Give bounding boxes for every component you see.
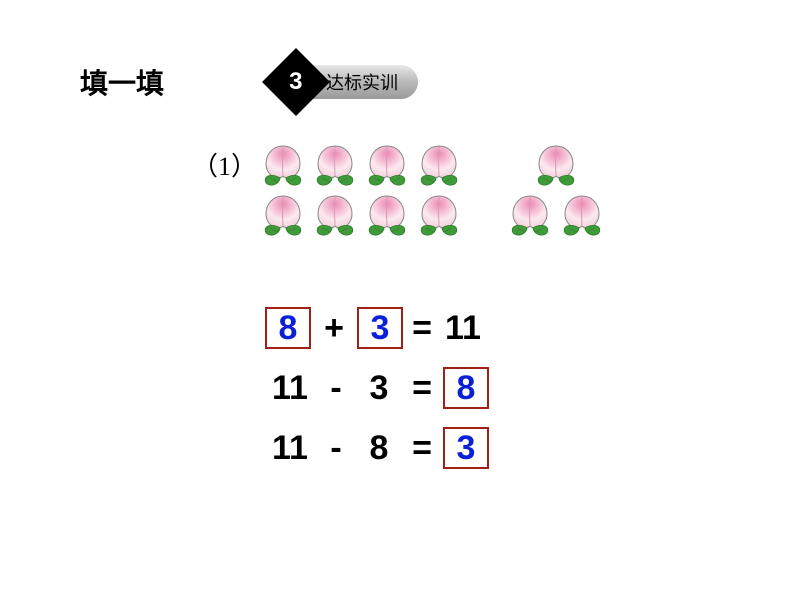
peach-icon <box>310 140 360 190</box>
badge-number: 3 <box>289 68 302 96</box>
problem-number: （1） <box>192 146 257 183</box>
peach-icon <box>414 140 464 190</box>
operator: = <box>401 369 443 408</box>
operator: + <box>311 309 357 348</box>
number: 11 <box>265 429 315 468</box>
peach-group-left <box>258 140 464 240</box>
peach-row <box>258 140 464 190</box>
peach-icon <box>414 190 464 240</box>
equations-block: 8+3=1111-3=811-8=3 <box>265 305 605 485</box>
peach-icon <box>362 140 412 190</box>
peach-row <box>258 190 464 240</box>
peach-group-right <box>505 140 607 240</box>
number: 11 <box>265 369 315 408</box>
peach-icon <box>557 190 607 240</box>
answer-box: 3 <box>443 427 489 469</box>
peach-row <box>505 140 607 190</box>
peach-icon <box>505 190 555 240</box>
answer-box: 3 <box>357 307 403 349</box>
peach-icon <box>258 190 308 240</box>
page-title: 填一填 <box>80 62 164 102</box>
equation-line: 11-3=8 <box>265 365 605 411</box>
operator: - <box>315 429 357 468</box>
answer-box: 8 <box>265 307 311 349</box>
operator: = <box>403 309 441 348</box>
number: 3 <box>357 369 401 408</box>
badge-label: 达标实训 <box>326 69 398 95</box>
number: 11 <box>441 309 485 348</box>
equation-line: 11-8=3 <box>265 425 605 471</box>
section-badge: 3 达标实训 <box>272 58 418 106</box>
badge-diamond: 3 <box>262 48 330 116</box>
operator: = <box>401 429 443 468</box>
peach-icon <box>310 190 360 240</box>
peach-icon <box>531 140 581 190</box>
equation-line: 8+3=11 <box>265 305 605 351</box>
peach-icon <box>258 140 308 190</box>
answer-box: 8 <box>443 367 489 409</box>
operator: - <box>315 369 357 408</box>
number: 8 <box>357 429 401 468</box>
peach-row <box>505 190 607 240</box>
peach-icon <box>362 190 412 240</box>
